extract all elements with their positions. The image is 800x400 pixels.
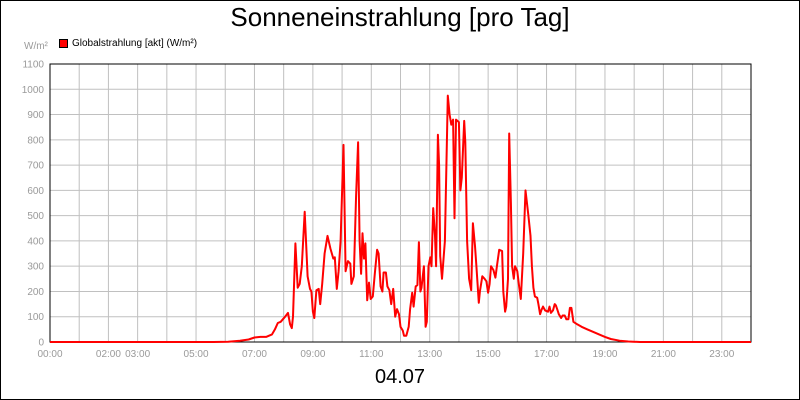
legend-label: Globalstrahlung [akt] (W/m²) [72, 38, 198, 49]
x-tick-label: 23:00 [709, 349, 734, 360]
y-tick-label: 400 [27, 236, 44, 247]
x-tick-label: 17:00 [534, 349, 559, 360]
x-tick-label: 05:00 [184, 349, 209, 360]
x-tick-label: 15:00 [476, 349, 501, 360]
x-tick-label: 09:00 [300, 349, 325, 360]
chart-title: Sonneneinstrahlung [pro Tag] [230, 2, 570, 32]
y-tick-label: 0 [38, 338, 44, 349]
x-tick-label: 13:00 [417, 349, 442, 360]
y-tick-label: 100 [27, 312, 44, 323]
y-tick-label: 900 [27, 110, 44, 121]
y-axis-unit: W/m² [24, 41, 48, 52]
x-tick-label: 00:00 [37, 349, 62, 360]
y-tick-label: 500 [27, 211, 44, 222]
x-tick-label: 19:00 [592, 349, 617, 360]
y-tick-label: 1100 [22, 60, 44, 71]
y-tick-label: 200 [27, 287, 44, 298]
series-line-globalstrahlung [50, 94, 751, 343]
x-tick-label: 02:00 [96, 349, 121, 360]
plot-area [49, 63, 752, 343]
y-tick-label: 1000 [22, 85, 45, 96]
legend-swatch [59, 39, 68, 48]
x-tick-label: 21:00 [651, 349, 676, 360]
x-tick-label: 07:00 [242, 349, 267, 360]
legend: Globalstrahlung [akt] (W/m²) [59, 38, 197, 49]
y-tick-label: 600 [27, 186, 44, 197]
x-tick-label: 03:00 [125, 349, 150, 360]
date-label: 04.07 [374, 366, 426, 388]
y-tick-label: 300 [27, 262, 44, 273]
y-tick-label: 800 [27, 135, 44, 146]
y-tick-label: 700 [27, 161, 44, 172]
x-tick-label: 11:00 [359, 349, 384, 360]
